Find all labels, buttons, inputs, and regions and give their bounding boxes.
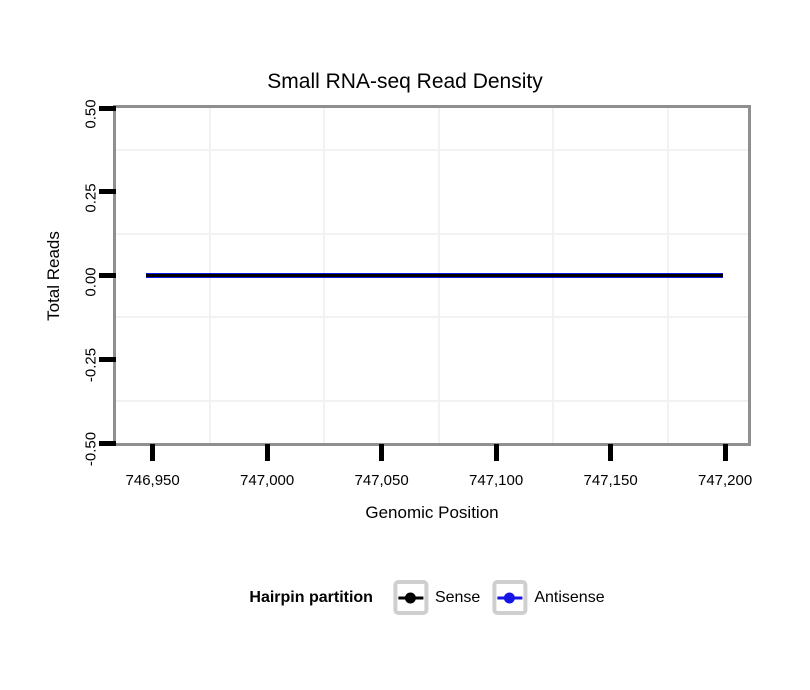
- x-axis-tick-label: 747,000: [240, 472, 295, 489]
- minor-gridline-horizontal: [116, 400, 748, 403]
- x-axis-tick-label: 747,200: [697, 472, 753, 489]
- y-axis-tick: [99, 356, 116, 362]
- x-axis-tick: [379, 444, 385, 461]
- y-axis-tick: [99, 189, 116, 195]
- y-axis-tick: [99, 273, 116, 278]
- x-axis-tick-label: 747,050: [354, 472, 409, 489]
- legend-key-sense: [392, 580, 428, 615]
- minor-gridline-horizontal: [116, 148, 748, 151]
- y-axis-tick-label: -0.50: [82, 431, 100, 467]
- minor-gridline-horizontal: [116, 316, 748, 319]
- x-axis-tick-label: 747,100: [468, 472, 524, 489]
- plot-panel: [113, 105, 751, 446]
- y-axis-tick: [99, 440, 116, 446]
- x-axis-tick: [264, 444, 270, 461]
- legend-key-antisense: [492, 580, 528, 615]
- legend-key-dot-icon: [404, 592, 416, 603]
- legend-title: Hairpin partition: [249, 588, 373, 606]
- x-axis-tick: [722, 444, 728, 461]
- chart-title: Small RNA-seq Read Density: [267, 70, 543, 93]
- x-axis-tick: [493, 444, 499, 461]
- legend-key-dot-icon: [504, 592, 516, 603]
- legend-item-label: Antisense: [534, 588, 605, 606]
- y-axis-tick-label: -0.25: [82, 348, 100, 383]
- y-axis-tick-label: 0.50: [82, 99, 100, 129]
- y-axis-tick: [99, 105, 116, 111]
- y-axis-tick-label: 0.25: [82, 183, 100, 213]
- legend-items: Sense Antisense: [392, 580, 617, 615]
- legend: Hairpin partition Sense Antisense: [249, 579, 616, 616]
- x-axis-tick: [150, 444, 156, 461]
- minor-gridline-horizontal: [116, 232, 748, 235]
- x-axis-tick: [608, 444, 614, 461]
- legend-item-label: Sense: [434, 588, 481, 606]
- x-axis-tick-label: 746,950: [125, 472, 180, 489]
- x-axis-title: Genomic Position: [365, 503, 499, 522]
- series-line-sense: [145, 274, 723, 277]
- y-axis-tick-label: 0.00: [82, 266, 100, 297]
- y-axis-title: Total Reads: [44, 231, 63, 321]
- x-axis-tick-label: 747,150: [583, 472, 638, 489]
